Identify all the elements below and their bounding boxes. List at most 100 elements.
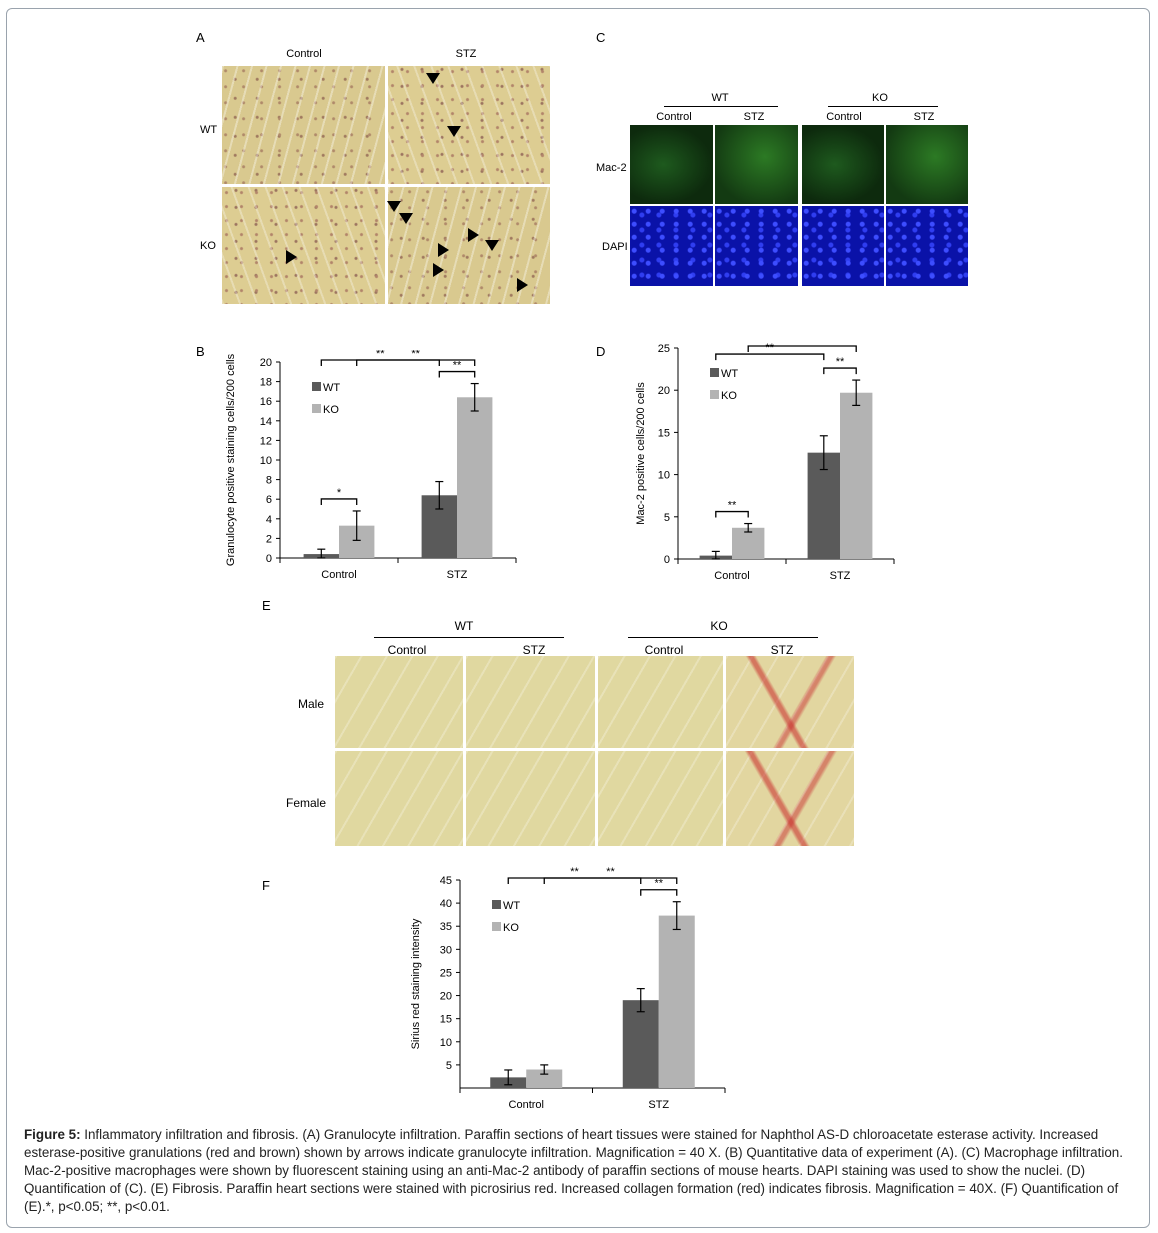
legend-swatch [312,382,321,391]
legend-label: KO [323,404,339,416]
panel-a-row-ko: KO [200,240,216,252]
significance-bracket [438,370,476,378]
panel-c-row-mac2: Mac-2 [596,162,627,174]
legend-swatch [312,404,321,413]
y-axis-label: Mac-2 positive cells/200 cells [635,382,647,525]
significance-label: ** [411,350,420,360]
significance-bracket [320,359,440,366]
figure-frame [6,8,1150,1228]
x-tick-label: STZ [447,569,468,581]
bar [457,397,493,558]
y-tick-label: 25 [440,967,452,979]
y-tick-label: 5 [446,1060,452,1072]
panel-e-label: E [262,598,271,613]
y-tick-label: 6 [266,494,272,506]
significance-label: ** [836,356,845,368]
x-tick-label: Control [321,569,356,581]
panel-c-dapi-wt-stz-image [715,206,798,286]
significance-label: ** [376,350,385,360]
y-tick-label: 35 [440,921,452,933]
panel-e-col1: Control [387,643,427,657]
panel-b-label: B [196,344,205,359]
panel-e-female-wt-stz-image [466,751,595,846]
arrowhead-marker [468,228,479,242]
y-axis-label: Granulocyte positive staining cells/200 … [225,353,237,566]
significance-label: ** [654,878,663,890]
legend-swatch [710,390,719,399]
arrowhead-marker [517,278,528,292]
panel-e-col2: STZ [522,643,546,657]
bar [840,392,873,559]
y-tick-label: 20 [658,385,670,397]
panel-e-row-male: Male [298,697,325,711]
caption-title: Figure 5: [24,1127,81,1142]
x-tick-label: STZ [648,1099,669,1111]
panel-c-label: C [596,30,606,45]
y-tick-label: 18 [260,377,272,389]
legend-label: KO [721,390,737,402]
y-tick-label: 10 [440,1037,452,1049]
panel-c-wt-bracket [664,106,778,107]
significance-bracket [715,510,749,518]
legend-label: KO [503,922,519,934]
arrowhead-marker [485,240,499,251]
panel-a-label: A [196,30,205,45]
y-tick-label: 12 [260,435,272,447]
arrowhead-marker [387,201,401,212]
y-tick-label: 0 [266,553,272,565]
legend-label: WT [721,368,738,380]
panel-e-row-female: Female [286,796,327,810]
panel-a-wt-stz-image [388,66,550,184]
panel-f-label: F [262,878,270,893]
chart-f: 5 10 15 20 25 30 35 40 45 Control STZ Sirius red st… [410,866,726,1111]
arrowhead-marker [433,263,444,277]
y-tick-label: 10 [658,470,670,482]
panel-c-col3: Control [826,111,862,123]
significance-label: ** [606,866,615,878]
significance-bracket [715,353,825,361]
panel-c-dapi-ko-control-image [802,206,884,286]
significance-label: ** [798,340,807,346]
y-tick-label: 4 [266,514,272,526]
y-tick-label: 15 [658,427,670,439]
bar [658,915,695,1088]
y-tick-label: 8 [266,475,272,487]
panel-a-col-stz: STZ [455,48,477,60]
panel-a-row-wt: WT [200,124,218,136]
y-tick-label: 10 [260,455,272,467]
panel-c-group-wt: WT [711,92,729,104]
y-tick-label: 16 [260,396,272,408]
arrowhead-marker [286,250,297,264]
arrowhead-marker [399,213,413,224]
y-axis-label: Sirius red staining intensity [410,918,422,1049]
panel-c-col4: STZ [913,111,935,123]
chart-d: 0 5 10 15 20 25 Control STZ Mac-2 positive cells… [635,340,895,582]
y-tick-label: 15 [440,1014,452,1026]
panel-a-col-control: Control [286,48,322,60]
panel-e-male-wt-stz-image [466,656,595,748]
significance-label: ** [766,342,775,354]
panel-e-col3: Control [644,643,684,657]
panel-e-group-wt: WT [454,619,474,633]
y-tick-label: 30 [440,944,452,956]
significance-label: * [337,487,342,499]
y-tick-label: 2 [266,533,272,545]
bar [732,527,765,559]
panel-c-group-ko: KO [872,92,888,104]
x-tick-label: Control [714,570,749,582]
y-tick-label: 20 [260,357,272,369]
y-tick-label: 40 [440,898,452,910]
significance-bracket [507,877,642,884]
panel-c-col1: Control [656,111,692,123]
significance-bracket [823,367,857,375]
arrowhead-marker [438,243,449,257]
panel-c-dapi-wt-control-image [630,206,713,286]
y-tick-label: 20 [440,991,452,1003]
significance-label: ** [570,866,579,878]
arrowhead-marker [447,126,461,137]
legend-swatch [710,368,719,377]
significance-bracket [747,345,857,352]
panel-e-wt-bracket [374,637,564,638]
y-tick-label: 0 [664,554,670,566]
figure-caption: Figure 5: Inflammatory infiltration and … [24,1126,1134,1216]
